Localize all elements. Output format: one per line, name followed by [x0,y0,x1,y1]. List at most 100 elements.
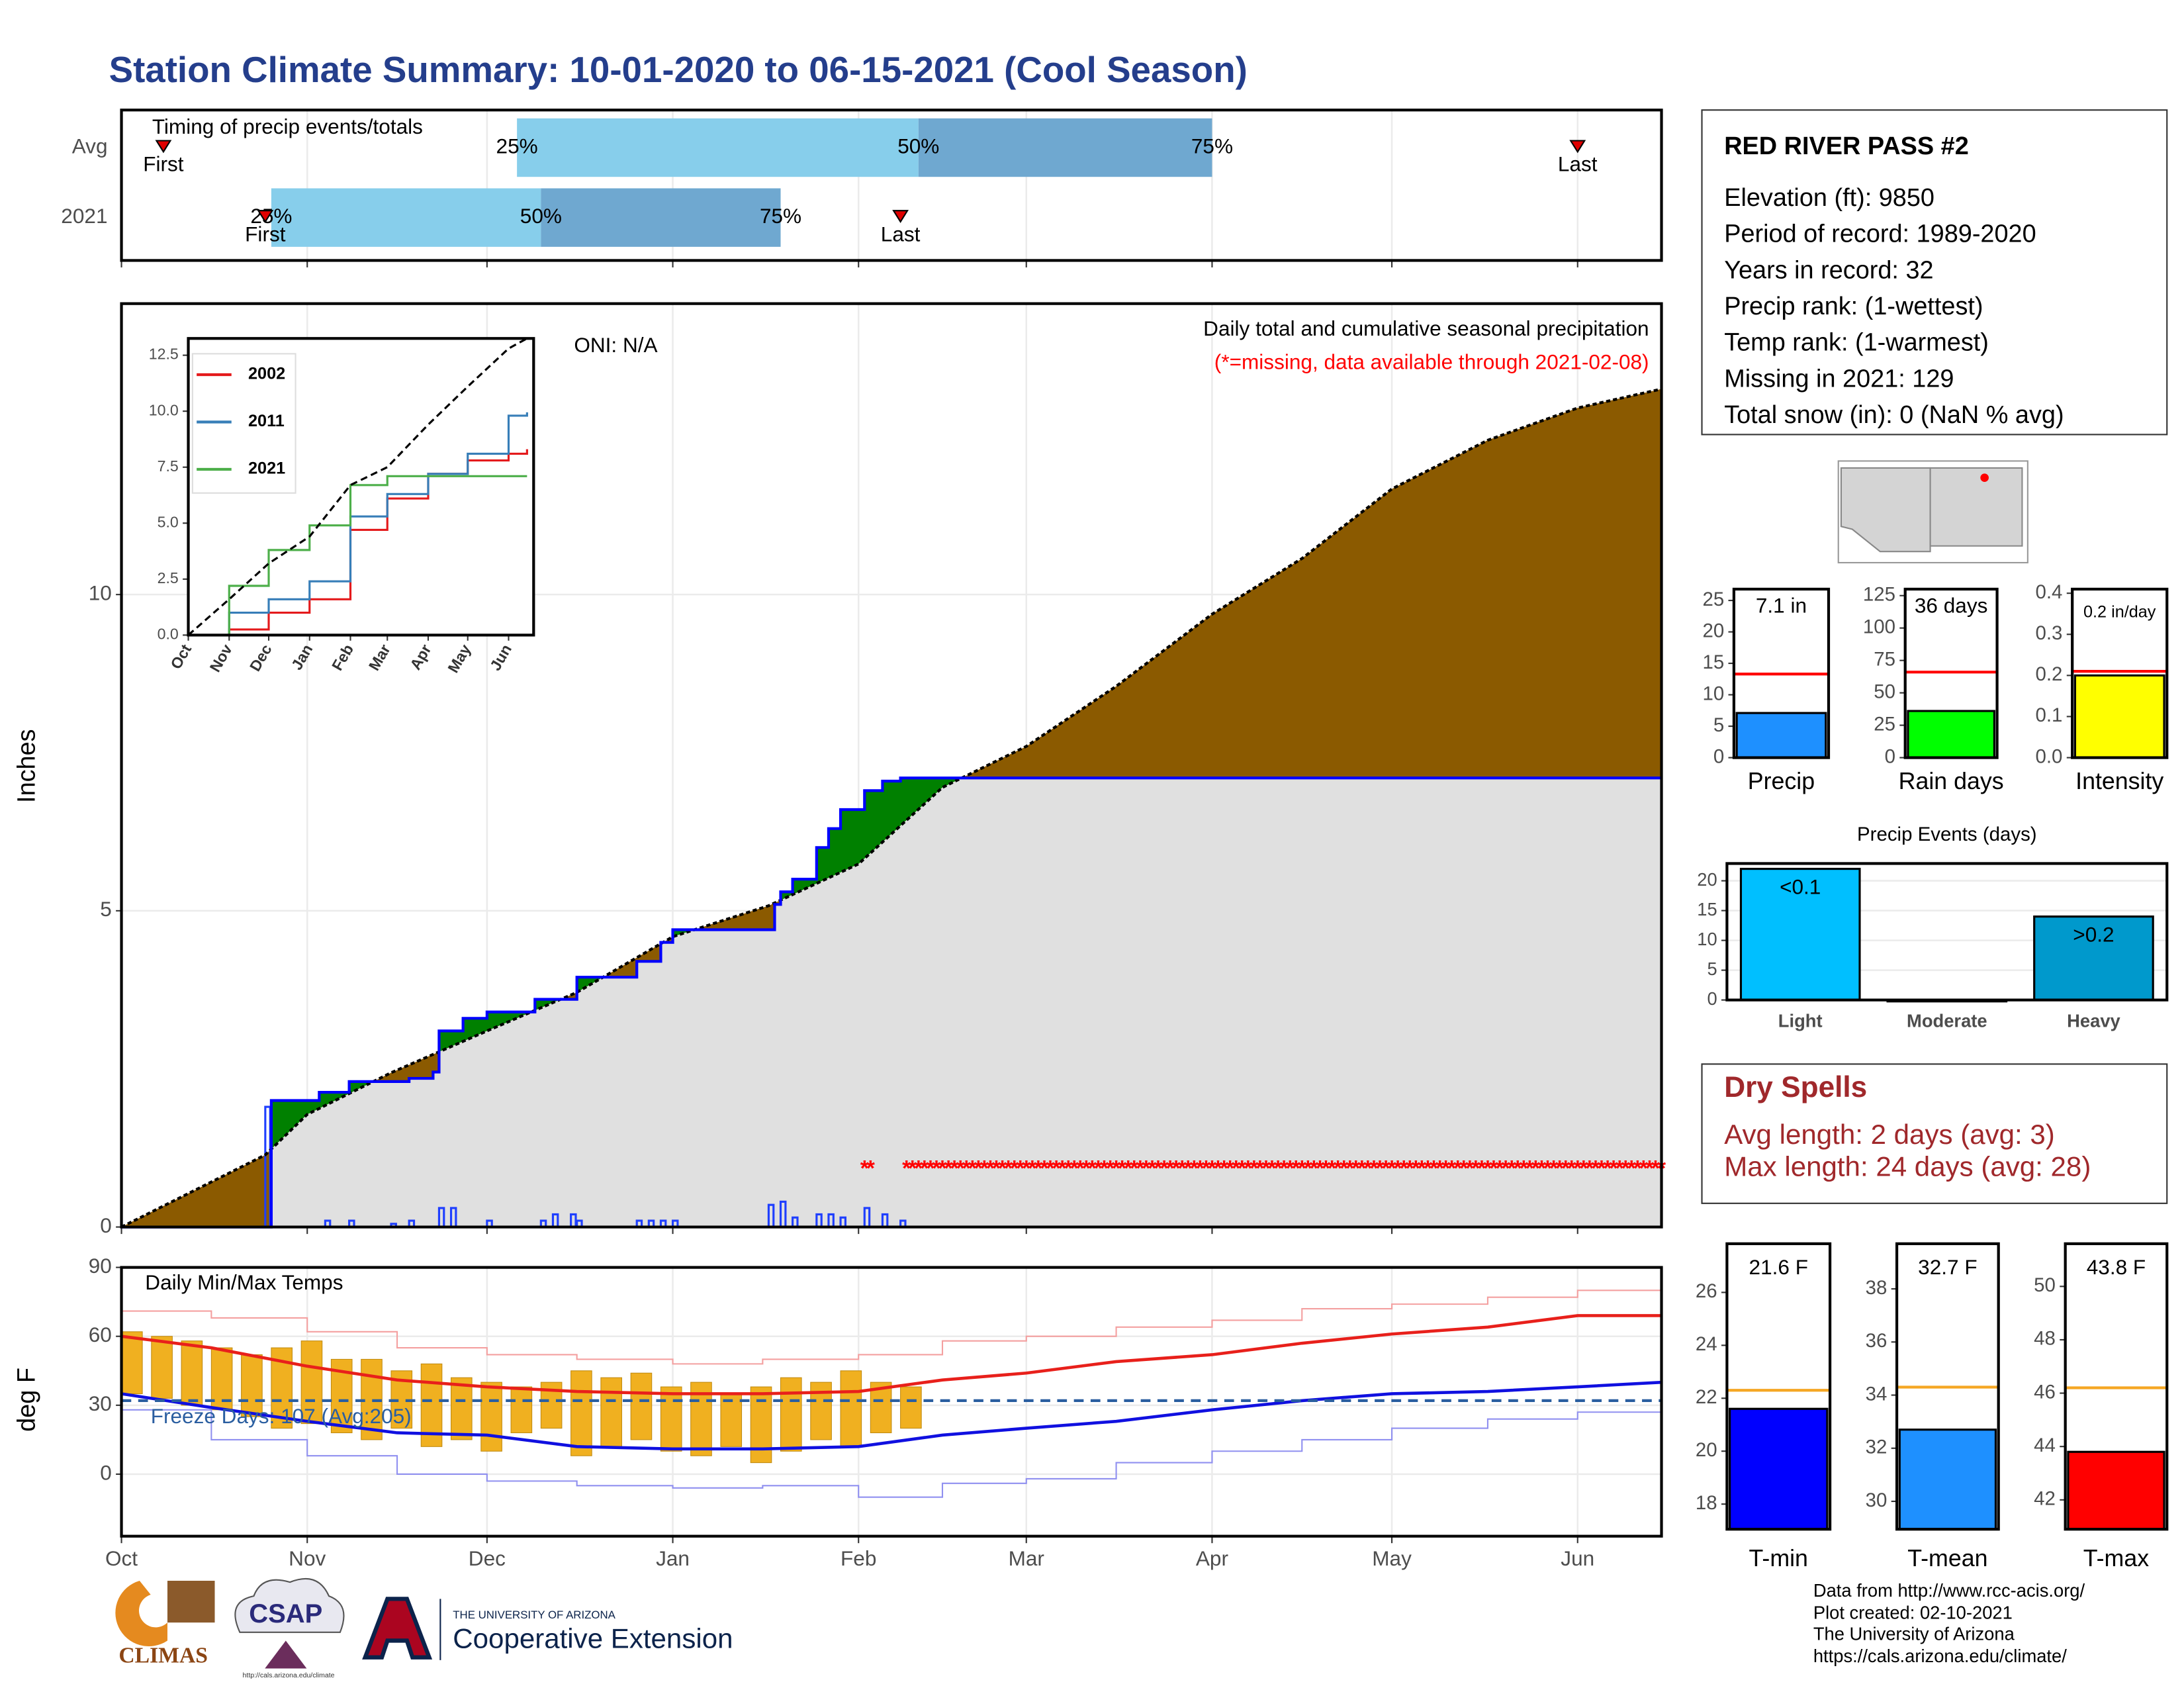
y-tick-label: 20 [1697,869,1717,890]
y-tick-label: 5.0 [158,513,179,530]
daily-range [750,1386,772,1464]
missing-marker: * [1286,1156,1295,1181]
missing-marker: * [1334,1156,1343,1181]
page-title: Station Climate Summary: 10-01-2020 to 0… [109,49,1248,90]
dry-spells-line: Avg length: 2 days (avg: 3) [1724,1119,2055,1150]
missing-marker: * [908,1156,917,1181]
missing-marker: * [1615,1156,1625,1181]
missing-marker: * [956,1156,966,1181]
station-line: Period of record: 1989-2020 [1724,220,2036,248]
daily-range [900,1386,922,1429]
timing-bar [918,118,1212,177]
chart-title: Timing of precip events/totals [152,115,423,138]
missing-marker: * [920,1156,929,1181]
x-tick-label: Jun [1561,1546,1594,1570]
bar [1735,712,1827,759]
plot-frame [1725,1242,1832,1531]
y-tick-label: 20 [1696,1439,1717,1461]
missing-marker: * [1022,1156,1031,1181]
missing-marker: * [1322,1156,1331,1181]
annotation: ONI: N/A [574,333,657,357]
missing-marker: * [1028,1156,1037,1181]
missing-marker: * [1435,1156,1445,1181]
missing-marker: * [1112,1156,1121,1181]
missing-marker: * [1160,1156,1169,1181]
missing-marker: * [1537,1156,1547,1181]
missing-marker: * [1495,1156,1504,1181]
svg-text:CSAP: CSAP [249,1599,322,1628]
missing-marker: * [1226,1156,1235,1181]
missing-marker: * [1573,1156,1582,1181]
daily-range [181,1340,203,1406]
event-marker [892,210,909,223]
missing-marker: * [1154,1156,1163,1181]
y-tick-label: 5 [100,897,112,921]
x-tick-label: Nov [289,1546,326,1570]
missing-marker: * [926,1156,935,1181]
event-label: Last [1558,152,1598,176]
x-tick-label: Mar [1009,1546,1044,1570]
plot-frame [2071,587,2169,759]
y-tick-label: 46 [2034,1381,2056,1403]
missing-marker: * [1052,1156,1061,1181]
svg-text:THE UNIVERSITY OF ARIZONA: THE UNIVERSITY OF ARIZONA [453,1609,615,1621]
daily-range [151,1336,173,1399]
legend-label: 2011 [248,412,285,430]
y-tick-label: 60 [89,1323,112,1346]
missing-marker: * [1639,1156,1649,1181]
value-label: 43.8 F [2087,1255,2146,1279]
missing-marker: * [1208,1156,1217,1181]
missing-marker: * [1525,1156,1535,1181]
value-label: 7.1 in [1756,594,1807,618]
y-tick-label: 22 [1696,1386,1717,1408]
missing-marker: * [1388,1156,1397,1181]
series-line [188,449,528,636]
y-tick-label: 32 [1866,1436,1888,1458]
missing-marker: * [1172,1156,1181,1181]
x-tick-label: Heavy [2067,1011,2120,1031]
missing-marker: * [1424,1156,1433,1181]
y-tick-label: 25 [1874,713,1895,735]
missing-marker: * [902,1156,911,1181]
annotation: Freeze Days: 107 (Avg:205) [151,1404,412,1428]
missing-marker: * [1298,1156,1307,1181]
missing-marker: * [1088,1156,1097,1181]
missing-marker: * [1142,1156,1151,1181]
missing-marker: * [1070,1156,1079,1181]
missing-marker: * [944,1156,953,1181]
missing-marker: * [914,1156,923,1181]
y-tick-label: 15 [1702,651,1724,673]
plot-frame [1725,862,2169,1002]
event-label: First [245,222,286,246]
missing-marker: * [1561,1156,1570,1181]
svg-text:http://cals.arizona.edu/climat: http://cals.arizona.edu/climate [243,1671,335,1679]
series-line [188,412,528,636]
y-tick-label: 50 [2034,1274,2056,1296]
event-label: First [143,152,184,176]
x-tick-label: Oct [105,1546,138,1570]
missing-marker: * [1238,1156,1247,1181]
event-label: Last [881,222,921,246]
missing-marker: * [1058,1156,1068,1181]
daily-range [630,1372,653,1440]
missing-marker: * [1202,1156,1211,1181]
missing-marker: * [1178,1156,1187,1181]
missing-marker: * [1280,1156,1289,1181]
y-tick-label: 38 [1866,1277,1888,1299]
missing-marker: * [1016,1156,1025,1181]
missing-marker: * [1406,1156,1415,1181]
plot-frame [120,302,1663,1229]
x-tick-label: T-min [1749,1545,1808,1571]
missing-marker: * [1381,1156,1390,1181]
legend-label: 2002 [248,365,285,383]
missing-marker: * [1412,1156,1421,1181]
y-tick-label: 10 [89,581,112,604]
x-tick-label: Intensity [2075,768,2163,794]
missing-marker: * [1483,1156,1492,1181]
y-tick-label: 24 [1696,1333,1717,1355]
missing-marker: * [860,1156,870,1181]
missing-marker: * [1250,1156,1259,1181]
svg-text:CLIMAS: CLIMAS [118,1643,208,1667]
station-box [1701,109,2168,436]
x-tick-label: Apr [1196,1546,1228,1570]
